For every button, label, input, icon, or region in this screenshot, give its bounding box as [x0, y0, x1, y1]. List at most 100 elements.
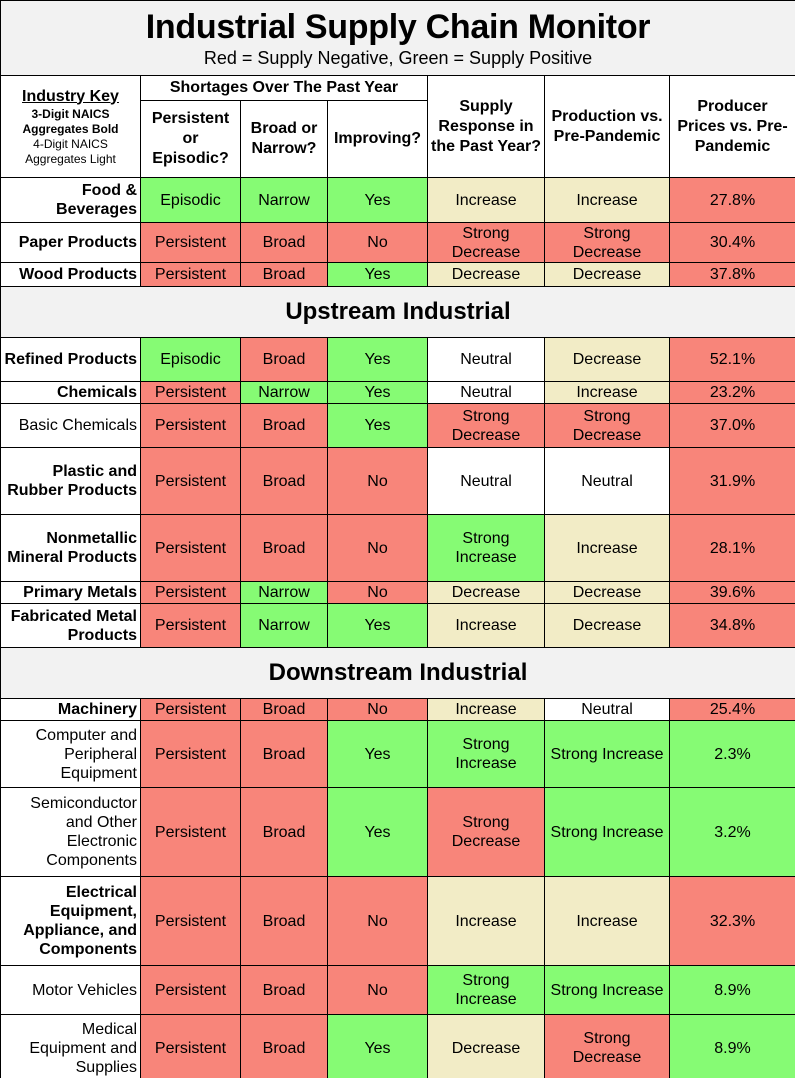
production-cell: Strong Increase [544, 787, 670, 877]
persistent-cell: Persistent [140, 514, 241, 582]
page-subtitle: Red = Supply Negative, Green = Supply Po… [203, 48, 593, 68]
table-row: Fabricated Metal Products Persistent Narro… [0, 603, 795, 648]
producer-prices-cell: 39.6% [668, 581, 795, 604]
industry-name-cell: Computer and Peripheral Equipment [0, 720, 141, 788]
header-supply-response: Supply Response in the Past Year? [427, 75, 545, 178]
table-row: Electrical Equipment, Appliance, and Com… [0, 876, 795, 966]
industry-key-light-note: 4-Digit NAICS Aggregates Light [25, 136, 116, 166]
persistent-cell: Episodic [140, 337, 241, 382]
industry-name-cell: Electrical Equipment, Appliance, and Com… [0, 876, 141, 966]
producer-prices-cell: 8.9% [668, 1014, 795, 1078]
persistent-cell: Persistent [140, 403, 241, 448]
persistent-cell: Persistent [140, 603, 241, 648]
producer-prices-cell: 27.8% [668, 177, 795, 223]
section-row: Upstream Industrial [0, 286, 795, 338]
supply-response-cell: Decrease [427, 581, 545, 604]
table-row: Paper Products Persistent Broad No Strong De… [0, 222, 795, 263]
persistent-cell: Persistent [140, 222, 241, 263]
improving-cell: No [327, 514, 428, 582]
industry-name-cell: Medical Equipment and Supplies [0, 1014, 141, 1078]
improving-cell: No [327, 698, 428, 721]
broad-cell: Narrow [240, 381, 328, 404]
table-row: Nonmetallic Mineral Products Persistent Br… [0, 514, 795, 582]
producer-prices-cell: 31.9% [668, 447, 795, 515]
improving-cell: Yes [327, 381, 428, 404]
broad-cell: Broad [240, 876, 328, 966]
broad-cell: Broad [240, 222, 328, 263]
header-shortages-group: Shortages Over The Past Year [140, 75, 428, 101]
industry-name-cell: Chemicals [0, 381, 141, 404]
persistent-cell: Persistent [140, 965, 241, 1015]
improving-cell: No [327, 447, 428, 515]
industry-name-cell: Basic Chemicals [0, 403, 141, 448]
producer-prices-cell: 3.2% [668, 787, 795, 877]
table-row: Plastic and Rubber Products Persistent Bro… [0, 447, 795, 515]
industry-key-bold-note: 3-Digit NAICS Aggregates Bold [22, 106, 119, 136]
improving-cell: Yes [327, 177, 428, 223]
broad-cell: Broad [240, 1014, 328, 1078]
industry-name-cell: Machinery [0, 698, 141, 721]
improving-cell: Yes [327, 403, 428, 448]
broad-cell: Broad [240, 698, 328, 721]
section-heading: Downstream Industrial [0, 647, 795, 699]
persistent-cell: Persistent [140, 381, 241, 404]
industry-key: Industry Key 3-Digit NAICS Aggregates Bo… [0, 75, 141, 178]
industry-name-cell: Primary Metals [0, 581, 141, 604]
supply-response-cell: Strong Decrease [427, 787, 545, 877]
supply-response-cell: Strong Increase [427, 720, 545, 788]
producer-prices-cell: 2.3% [668, 720, 795, 788]
table-row: Semiconductor and Other Electronic Compo… [0, 787, 795, 877]
broad-cell: Broad [240, 514, 328, 582]
header-producer-prices: Producer Prices vs. Pre-Pandemic [668, 75, 795, 178]
improving-cell: No [327, 876, 428, 966]
producer-prices-cell: 32.3% [668, 876, 795, 966]
improving-cell: Yes [327, 1014, 428, 1078]
header-improving: Improving? [327, 100, 428, 178]
producer-prices-cell: 30.4% [668, 222, 795, 263]
persistent-cell: Persistent [140, 876, 241, 966]
production-cell: Increase [544, 177, 670, 223]
industry-name-cell: Fabricated Metal Products [0, 603, 141, 648]
supply-response-cell: Neutral [427, 447, 545, 515]
industry-name-cell: Food & Beverages [0, 177, 141, 223]
industry-name-cell: Paper Products [0, 222, 141, 263]
improving-cell: Yes [327, 603, 428, 648]
table-row: Medical Equipment and Supplies Persistent… [0, 1014, 795, 1078]
industry-name-cell: Nonmetallic Mineral Products [0, 514, 141, 582]
table-row: Food & Beverages Episodic Narrow Yes Increas… [0, 177, 795, 223]
monitor-body: Food & Beverages Episodic Narrow Yes Increas… [0, 177, 795, 1078]
table-row: Basic Chemicals Persistent Broad Yes Strong … [0, 403, 795, 448]
table-row: Primary Metals Persistent Narrow No Decrease… [0, 581, 795, 604]
supply-response-cell: Decrease [427, 262, 545, 287]
persistent-cell: Persistent [140, 447, 241, 515]
supply-response-cell: Increase [427, 876, 545, 966]
industry-name-cell: Semiconductor and Other Electronic Compo… [0, 787, 141, 877]
production-cell: Decrease [544, 603, 670, 648]
production-cell: Strong Increase [544, 720, 670, 788]
production-cell: Decrease [544, 337, 670, 382]
section-heading: Upstream Industrial [0, 286, 795, 338]
persistent-cell: Episodic [140, 177, 241, 223]
broad-cell: Broad [240, 337, 328, 382]
broad-cell: Broad [240, 720, 328, 788]
broad-cell: Broad [240, 965, 328, 1015]
production-cell: Neutral [544, 447, 670, 515]
broad-cell: Narrow [240, 603, 328, 648]
broad-cell: Broad [240, 787, 328, 877]
industry-key-title: Industry Key [22, 87, 119, 105]
improving-cell: No [327, 965, 428, 1015]
header-persistent: Persistent or Episodic? [140, 100, 241, 178]
production-cell: Increase [544, 514, 670, 582]
header-production: Production vs. Pre-Pandemic [544, 75, 670, 178]
industry-name-cell: Plastic and Rubber Products [0, 447, 141, 515]
header-broad: Broad or Narrow? [240, 100, 328, 178]
production-cell: Strong Decrease [544, 403, 670, 448]
producer-prices-cell: 52.1% [668, 337, 795, 382]
broad-cell: Broad [240, 447, 328, 515]
table-row: Wood Products Persistent Broad Yes Decrease D… [0, 262, 795, 287]
persistent-cell: Persistent [140, 581, 241, 604]
persistent-cell: Persistent [140, 698, 241, 721]
supply-response-cell: Strong Decrease [427, 403, 545, 448]
production-cell: Strong Decrease [544, 1014, 670, 1078]
